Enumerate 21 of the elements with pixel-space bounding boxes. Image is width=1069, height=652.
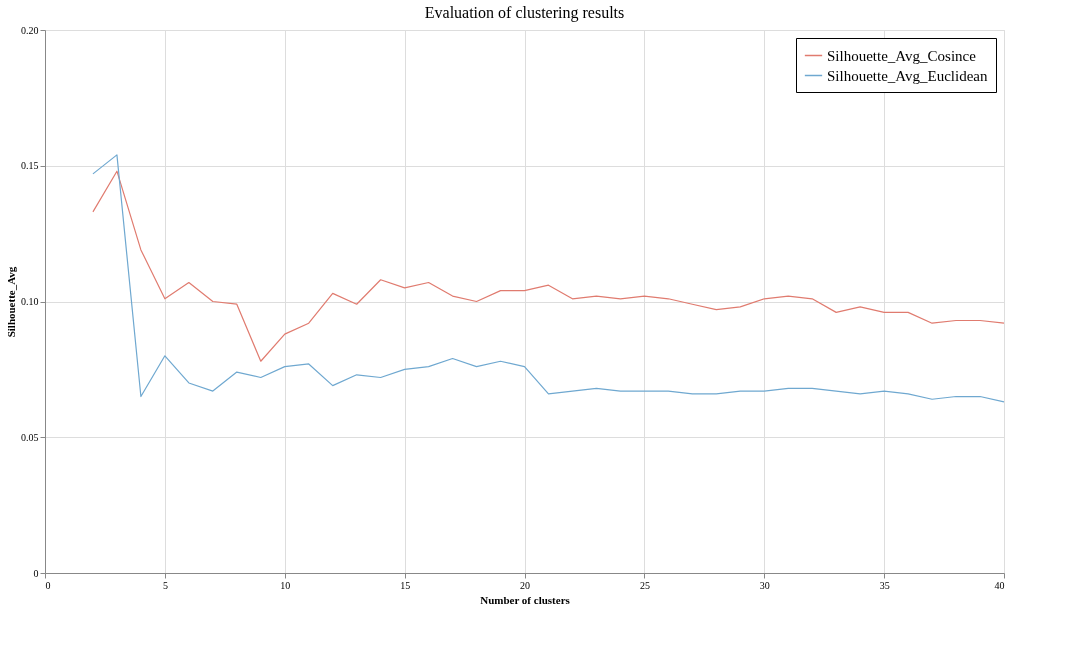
x-tick-label: 20 (520, 579, 530, 591)
chart-title: Evaluation of clustering results (424, 4, 625, 22)
x-tick-label: 5 (162, 579, 168, 591)
y-axis-title: Silhouette_Avg (5, 266, 17, 338)
x-tick-label: 30 (759, 579, 770, 591)
y-tick-label: 0.15 (21, 160, 39, 172)
x-tick-label: 15 (400, 579, 411, 591)
x-tick-label: 25 (639, 579, 650, 591)
line-series (92, 154, 1005, 403)
legend-label: Silhouette_Avg_Cosince (827, 47, 977, 64)
x-tick-label: 0 (45, 579, 51, 591)
x-axis-title: Number of clusters (480, 593, 571, 606)
line-series (92, 170, 1005, 362)
y-tick-label: 0.20 (21, 24, 39, 36)
y-tick-label: 0 (33, 567, 39, 579)
y-tick-label: 0.10 (21, 296, 39, 307)
legend-label: Silhouette_Avg_Euclidean (827, 67, 989, 84)
y-tick-label: 0.05 (21, 431, 39, 443)
x-tick-label: 10 (280, 579, 291, 591)
x-tick-label: 35 (879, 579, 890, 591)
x-tick-label: 40 (994, 579, 1005, 591)
